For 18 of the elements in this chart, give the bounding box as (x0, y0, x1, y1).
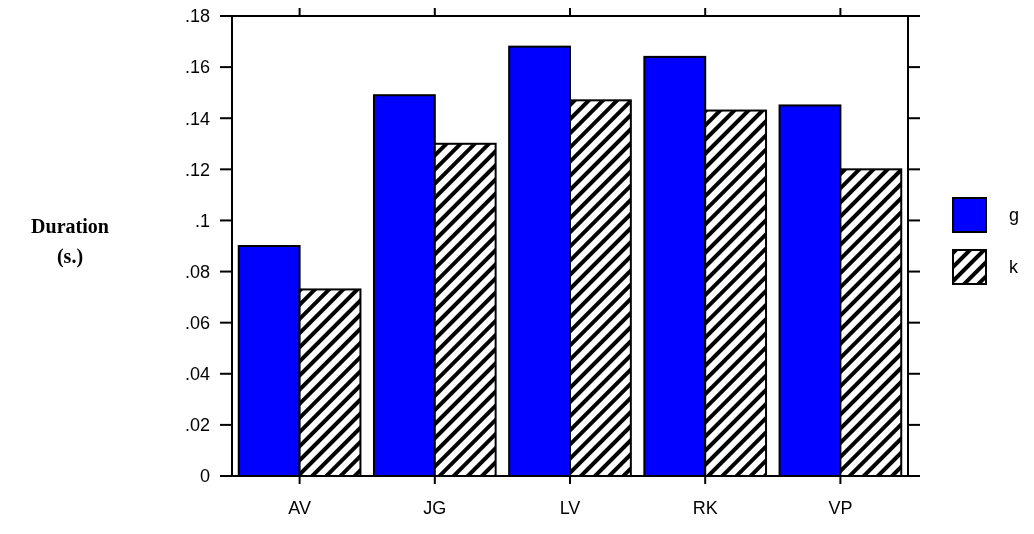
x-tick-label: VP (828, 498, 853, 518)
x-tick-label: RK (692, 498, 718, 518)
x-tick-label: LV (559, 498, 581, 518)
y-tick-label: .04 (184, 364, 210, 385)
y-tick-label: .12 (184, 159, 210, 180)
y-tick-label: .1 (194, 210, 210, 231)
y-tick-label: 0 (199, 466, 210, 487)
legend-label: g (1009, 205, 1020, 226)
y-tick-label: .16 (184, 57, 210, 78)
y-tick-label: .08 (184, 261, 210, 282)
y-tick-label: .18 (184, 6, 210, 27)
y-tick-label: .14 (184, 108, 210, 129)
y-tick-label: .02 (184, 415, 210, 436)
x-tick-label: AV (288, 498, 311, 518)
legend-label: k (1009, 257, 1019, 278)
y-axis-title: Duration (s.) (31, 215, 109, 268)
y-tick-label: .06 (184, 312, 210, 333)
x-tick-label: JG (423, 498, 447, 518)
